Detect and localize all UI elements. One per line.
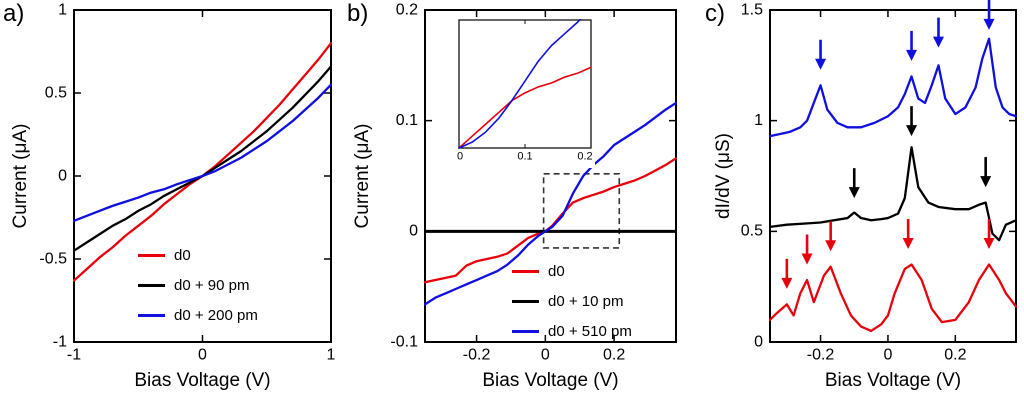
panel-b-label: b)	[347, 0, 369, 27]
legend-line-swatch	[512, 299, 539, 303]
panel-a-xlabel: Bias Voltage (V)	[134, 370, 271, 391]
panel-a-plot-canvas	[0, 0, 341, 402]
panel-b-ylabel: Current (μA)	[352, 123, 373, 229]
panel-a-ylabel: Current (μA)	[10, 123, 31, 229]
legend-entry-d0: d0	[512, 262, 632, 280]
legend-label: d0 + 510 pm	[548, 322, 632, 340]
legend-entry-d0-90pm: d0 + 90 pm	[138, 276, 258, 294]
legend-line-swatch	[512, 269, 539, 273]
panel-c-plot-canvas	[683, 0, 1024, 402]
legend-line-swatch	[138, 313, 165, 317]
legend-label: d0 + 200 pm	[174, 306, 258, 324]
legend-label: d0 + 10 pm	[548, 292, 624, 310]
legend-panel-a: d0 d0 + 90 pm d0 + 200 pm	[138, 246, 258, 324]
panel-c-label: c)	[705, 0, 725, 27]
legend-entry-d0-200pm: d0 + 200 pm	[138, 306, 258, 324]
legend-line-swatch	[512, 329, 539, 333]
panel-a: a) Current (μA) Bias Voltage (V) d0 d0 +…	[0, 0, 341, 402]
legend-label: d0 + 90 pm	[174, 276, 250, 294]
legend-line-swatch	[138, 283, 165, 287]
panel-c: c) dI/dV (μS) Bias Voltage (V)	[683, 0, 1024, 402]
inset-canvas	[453, 18, 595, 168]
legend-line-swatch	[138, 253, 165, 257]
legend-entry-d0-510pm: d0 + 510 pm	[512, 322, 632, 340]
legend-entry-d0-10pm: d0 + 10 pm	[512, 292, 632, 310]
panel-b-xlabel: Bias Voltage (V)	[482, 370, 619, 391]
panel-b-inset-plot	[453, 18, 595, 168]
legend-panel-b: d0 d0 + 10 pm d0 + 510 pm	[512, 262, 632, 340]
legend-label: d0	[548, 262, 565, 280]
panel-b: b) Current (μA) Bias Voltage (V) d0 d0 +…	[341, 0, 683, 402]
panel-c-xlabel: Bias Voltage (V)	[824, 370, 962, 391]
panel-c-ylabel: dI/dV (μS)	[713, 133, 734, 219]
legend-entry-d0: d0	[138, 246, 258, 264]
legend-label: d0	[174, 246, 191, 264]
panel-a-label: a)	[3, 0, 25, 27]
